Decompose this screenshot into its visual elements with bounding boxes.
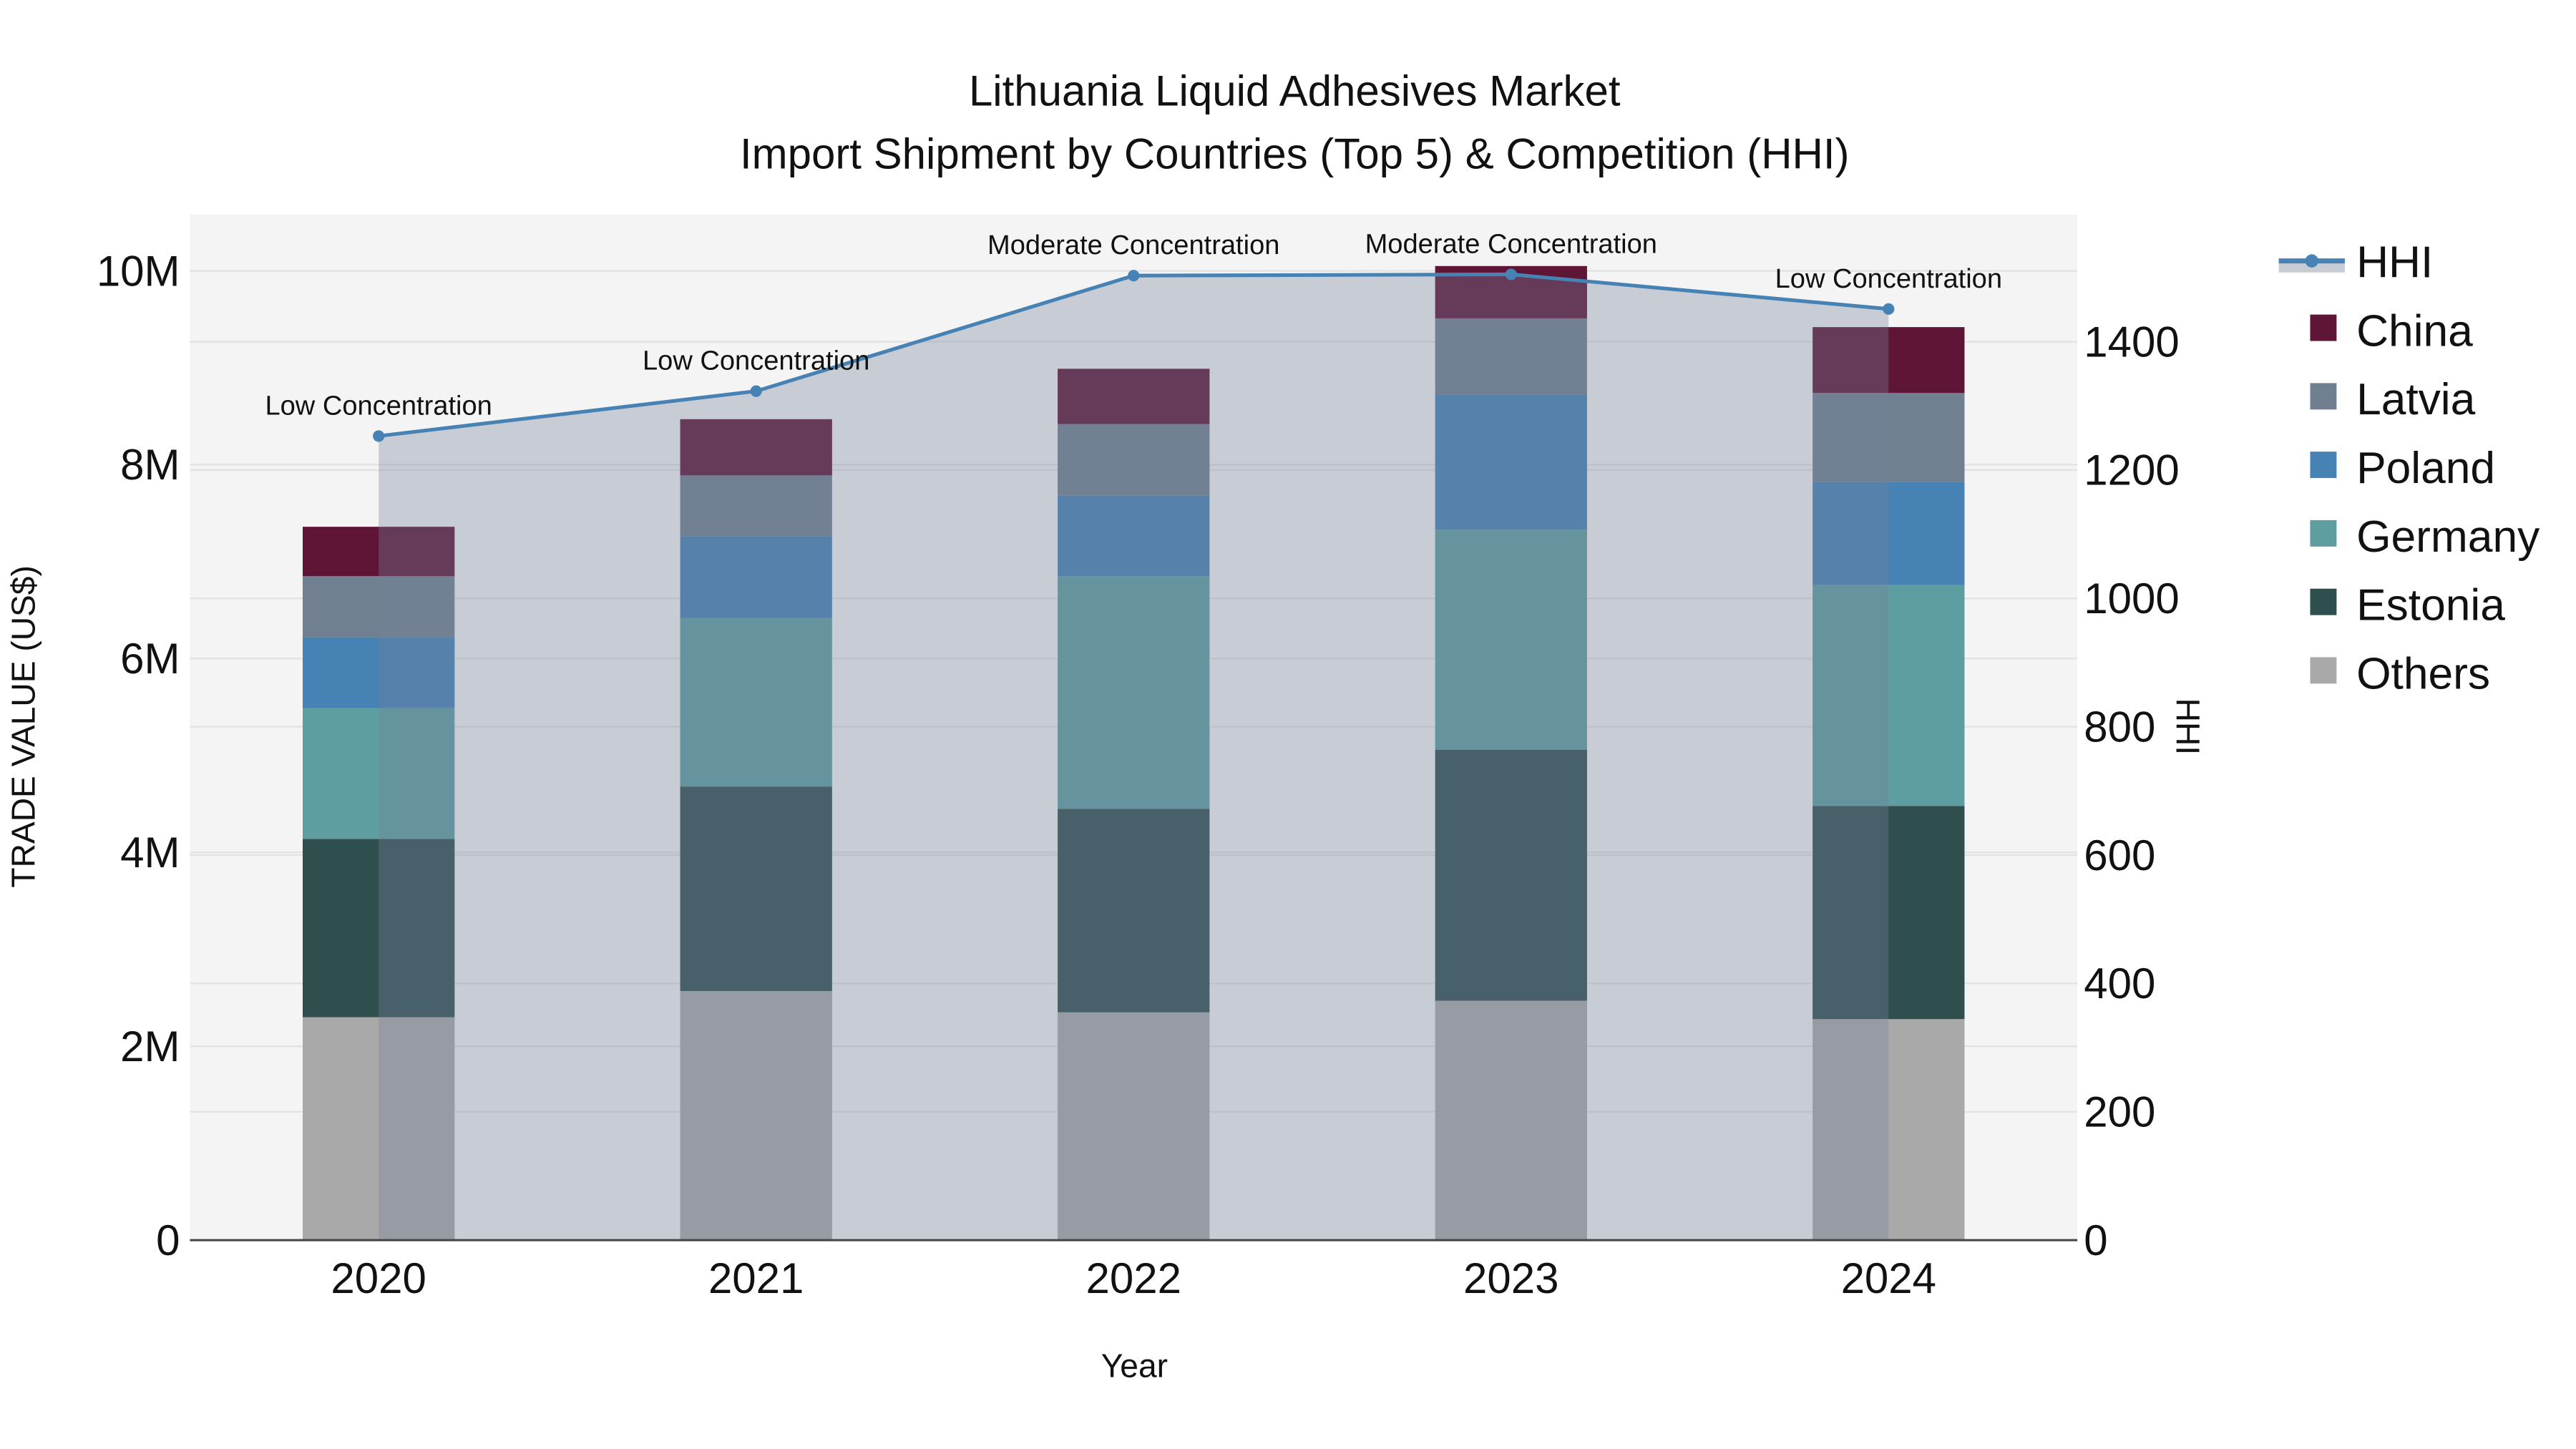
bar-china (680, 419, 832, 476)
legend-swatch-germany (2310, 519, 2337, 547)
hhi-area (379, 274, 1889, 1241)
x-tick-label: 2022 (1085, 1254, 1181, 1302)
y2-tick-label: 600 (2084, 831, 2155, 879)
legend-hhi-marker (2305, 254, 2318, 268)
y-tick-label: 6M (120, 635, 180, 683)
y2-tick-label: 1400 (2084, 318, 2179, 366)
bar-poland (1058, 495, 1210, 577)
legend-label-others: Others (2356, 649, 2490, 698)
bar-estonia (680, 786, 832, 991)
hhi-annotation: Moderate Concentration (1365, 229, 1657, 259)
legend-swatch-estonia (2310, 588, 2337, 615)
x-tick-label: 2024 (1841, 1254, 1936, 1302)
legend-label-poland: Poland (2356, 444, 2495, 493)
bar-china (1813, 327, 1965, 394)
y2-tick-label: 1200 (2084, 447, 2179, 494)
bar-estonia (1435, 749, 1587, 1001)
y2-tick-label: 1000 (2084, 575, 2179, 623)
hhi-annotation: Low Concentration (1775, 264, 2002, 294)
legend-swatch-poland (2310, 452, 2337, 479)
bar-others (303, 1017, 455, 1241)
y2-tick-label: 200 (2084, 1088, 2155, 1136)
y-tick-label: 8M (120, 441, 180, 489)
y2-tick-label: 400 (2084, 960, 2155, 1008)
legend-label-estonia: Estonia (2356, 581, 2505, 630)
y-tick-label: 10M (97, 247, 180, 295)
bar-estonia (303, 839, 455, 1018)
y2-tick-label: 800 (2084, 703, 2155, 751)
bar-latvia (1813, 393, 1965, 482)
hhi-point (1505, 268, 1517, 280)
legend-label-china: China (2356, 306, 2473, 356)
bar-others (1813, 1019, 1965, 1241)
y-tick-label: 4M (120, 829, 180, 877)
chart-subtitle: Import Shipment by Countries (Top 5) & C… (740, 130, 1850, 177)
bar-germany (1813, 585, 1965, 806)
bar-china (303, 527, 455, 577)
bar-poland (1435, 394, 1587, 530)
hhi-point (373, 430, 385, 442)
y-axis-ticks: 0 2M 4M 6M 8M 10M (97, 247, 180, 1264)
bar-china (1058, 369, 1210, 424)
x-axis-ticks: 2020 2021 2022 2023 2024 (331, 1254, 1936, 1302)
legend-label-hhi: HHI (2356, 238, 2433, 288)
bar-estonia (1813, 806, 1965, 1020)
y-tick-label: 2M (120, 1023, 180, 1070)
hhi-point (750, 385, 762, 397)
bars (303, 265, 1965, 1241)
legend-swatch-others (2310, 657, 2337, 684)
hhi-layer: Low Concentration Low Concentration Modera… (265, 229, 2002, 1241)
hhi-annotation: Low Concentration (643, 346, 869, 376)
bar-germany (1058, 576, 1210, 809)
y-axis-title: TRADE VALUE (US$) (4, 565, 42, 887)
y2-axis-ticks: 0 200 400 600 800 1000 1200 1400 (2084, 318, 2179, 1264)
chart-title: Lithuania Liquid Adhesives Market (969, 67, 1621, 115)
bar-latvia (680, 475, 832, 537)
y2-tick-label: 0 (2084, 1216, 2107, 1264)
x-tick-label: 2023 (1463, 1254, 1558, 1302)
legend-label-latvia: Latvia (2356, 375, 2476, 424)
y-tick-label: 0 (156, 1216, 180, 1264)
bar-others (1435, 1000, 1587, 1241)
bar-estonia (1058, 809, 1210, 1013)
x-tick-label: 2020 (331, 1254, 426, 1302)
bar-germany (680, 618, 832, 787)
hhi-annotation: Low Concentration (265, 391, 492, 421)
bar-latvia (1058, 424, 1210, 496)
bar-latvia (1435, 318, 1587, 395)
x-tick-label: 2021 (708, 1254, 804, 1302)
bar-poland (1813, 482, 1965, 585)
hhi-point (1883, 303, 1895, 315)
legend-swatch-latvia (2310, 383, 2337, 410)
y2-axis-title: HHI (2170, 698, 2207, 755)
x-axis-title: Year (1101, 1347, 1168, 1385)
bar-germany (1435, 530, 1587, 750)
legend: HHI China Latvia Poland Germany Estonia Others (2278, 238, 2540, 698)
bar-poland (303, 637, 455, 708)
legend-label-germany: Germany (2356, 512, 2540, 562)
bar-latvia (303, 576, 455, 638)
bar-poland (680, 536, 832, 618)
bar-others (1058, 1012, 1210, 1241)
bar-others (680, 990, 832, 1241)
hhi-annotation: Moderate Concentration (987, 230, 1279, 260)
legend-swatch-china (2310, 314, 2337, 341)
hhi-point (1128, 270, 1140, 282)
bar-germany (303, 708, 455, 839)
